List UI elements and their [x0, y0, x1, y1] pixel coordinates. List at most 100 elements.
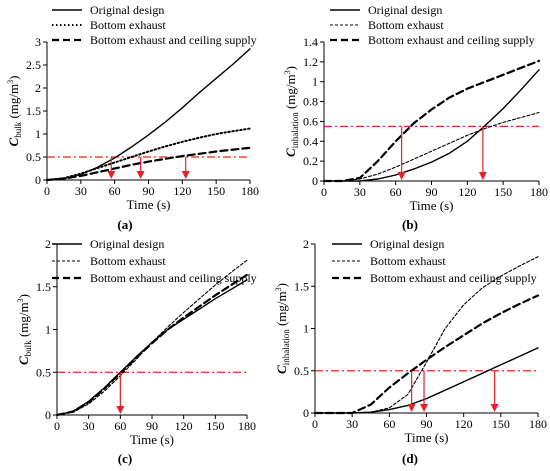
legend-label: Bottom exhaust: [370, 254, 446, 268]
series-line-3: [313, 294, 540, 415]
y-label-unit: (mg/m: [283, 74, 298, 112]
x-axis-label: Time (s): [405, 430, 449, 445]
y-tick-label: 0.5: [36, 365, 51, 379]
x-axis-label: Time (s): [130, 432, 174, 447]
series-line-1: [56, 279, 248, 416]
y-tick-label: 1: [303, 322, 309, 336]
y-label-subscript: bulk: [23, 340, 33, 357]
y-tick-label: 0: [312, 174, 318, 188]
panel-caption: (b): [402, 217, 418, 232]
y-tick-label: 0.4: [303, 134, 318, 148]
y-tick-label: 1.5: [294, 279, 309, 293]
y-label-superscript: 3: [16, 298, 25, 302]
x-tick-label: 180: [529, 417, 547, 431]
series-line-2: [323, 111, 540, 182]
panel-caption: (d): [402, 451, 418, 466]
x-axis-label: Time (s): [127, 197, 171, 212]
y-tick-label: 0: [45, 408, 51, 422]
legend-label: Original design: [90, 3, 164, 17]
y-tick-label: 1: [35, 127, 41, 141]
series-line-1: [46, 48, 251, 181]
legend-label: Original design: [370, 237, 444, 251]
y-label-symbol: C: [6, 137, 21, 146]
x-tick-label: 90: [146, 419, 158, 433]
legend-label: Bottom exhaust: [368, 18, 444, 32]
legend-label: Bottom exhaust and ceiling supply: [90, 33, 257, 47]
y-label-close: ): [283, 66, 298, 70]
y-label-symbol: C: [283, 148, 298, 157]
y-tick-label: 1.4: [303, 35, 318, 49]
y-tick-label: 0.2: [303, 154, 318, 168]
y-tick-label: 0: [303, 406, 309, 420]
legend-label: Original design: [90, 237, 164, 251]
x-tick-label: 180: [238, 419, 256, 433]
y-tick-label: 0.8: [303, 95, 318, 109]
panel-caption: (c): [118, 451, 132, 466]
x-tick-label: 90: [143, 184, 155, 198]
y-label-subscript: inhalation: [281, 329, 291, 365]
x-tick-label: 150: [492, 417, 510, 431]
y-label-close: ): [16, 294, 31, 298]
y-label-subscript: bulk: [13, 121, 23, 138]
series-line-3: [322, 59, 541, 183]
series-line-2: [46, 127, 251, 181]
x-tick-label: 120: [173, 184, 191, 198]
arrow-head: [490, 404, 499, 412]
arrow-head: [407, 404, 416, 412]
x-tick-label: 150: [206, 419, 224, 433]
y-tick-label: 1.2: [303, 55, 318, 69]
y-tick-label: 1: [312, 75, 318, 89]
series-line-1: [314, 347, 539, 414]
x-tick-label: 90: [426, 185, 438, 199]
y-tick-label: 2: [303, 237, 309, 251]
x-tick-label: 150: [207, 184, 225, 198]
panel-caption: (a): [117, 217, 132, 232]
y-axis-label: Cinhalation (mg/m3): [283, 66, 300, 157]
y-tick-label: 3: [35, 35, 41, 49]
y-axis-label: Cbulk (mg/m3): [6, 76, 23, 147]
y-label-close: ): [274, 283, 289, 287]
arrow-head: [420, 404, 429, 412]
arrow-head: [136, 171, 145, 179]
y-tick-label: 0.5: [26, 150, 41, 164]
y-tick-label: 0.6: [303, 114, 318, 128]
arrow-head: [397, 172, 406, 180]
x-tick-label: 0: [321, 185, 327, 199]
x-tick-label: 120: [175, 419, 193, 433]
chart-panel-2: 0 0.2 0.4 0.6 0.8 1 1.2 1.4 0 30 60 90 120 150 180 Time…: [283, 3, 548, 232]
x-tick-label: 30: [75, 184, 87, 198]
y-tick-label: 2: [45, 237, 51, 251]
x-tick-label: 120: [455, 417, 473, 431]
x-tick-label: 0: [44, 184, 50, 198]
x-tick-label: 60: [109, 184, 121, 198]
y-label-close: ): [6, 76, 21, 80]
x-axis-label: Time (s): [410, 198, 454, 213]
legend-label: Original design: [368, 3, 442, 17]
x-tick-label: 60: [383, 417, 395, 431]
y-label-symbol: C: [274, 365, 289, 374]
x-tick-label: 180: [530, 185, 548, 199]
y-tick-label: 1.5: [26, 104, 41, 118]
arrow-head: [181, 171, 190, 179]
x-tick-label: 30: [83, 419, 95, 433]
legend-label: Bottom exhaust: [90, 18, 166, 32]
y-tick-label: 0.5: [294, 364, 309, 378]
arrow-head: [107, 171, 116, 179]
y-tick-label: 1: [45, 323, 51, 337]
x-tick-label: 60: [114, 419, 126, 433]
x-tick-label: 30: [346, 417, 358, 431]
y-label-unit: (mg/m: [274, 291, 289, 329]
x-tick-label: 150: [494, 185, 512, 199]
y-label-superscript: 3: [6, 80, 15, 84]
y-label-unit: (mg/m: [16, 302, 31, 340]
y-tick-label: 0: [35, 173, 41, 187]
legend-label: Bottom exhaust and ceiling supply: [368, 33, 535, 47]
y-label-symbol: C: [16, 356, 31, 365]
arrow-head: [478, 172, 487, 180]
y-axis-label: Cbulk (mg/m3): [16, 294, 33, 365]
legend-label: Bottom exhaust and ceiling supply: [90, 271, 257, 285]
x-tick-label: 0: [312, 417, 318, 431]
y-label-superscript: 3: [283, 70, 292, 74]
x-tick-label: 120: [458, 185, 476, 199]
